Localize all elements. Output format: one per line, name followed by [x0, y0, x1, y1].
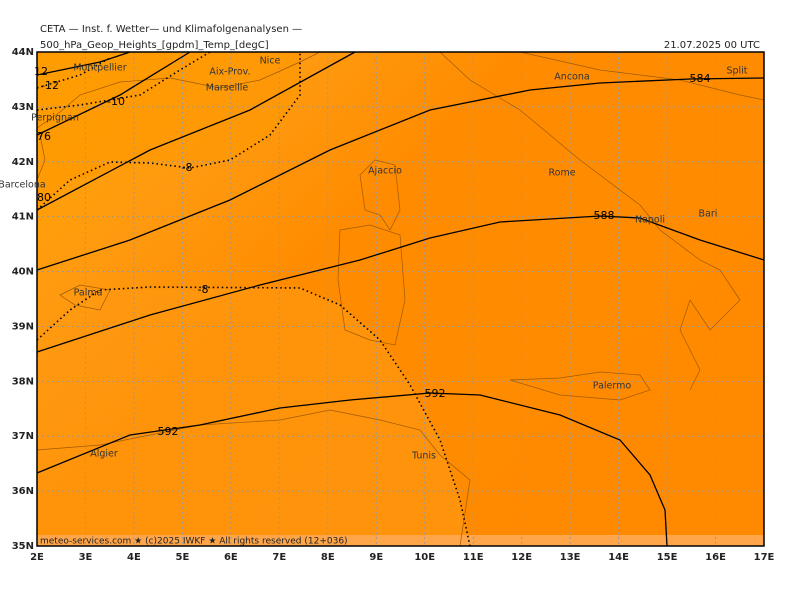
institute-title: CETA — Inst. f. Wetter— und Klimafolgena…: [40, 24, 302, 35]
lon-tick-label: 3E: [79, 552, 93, 563]
city-label: Palermo: [593, 381, 632, 392]
city-label: Algier: [90, 449, 118, 460]
lat-tick-label: 44N: [12, 47, 34, 58]
city-label: Bari: [699, 209, 718, 220]
lat-tick-label: 36N: [12, 486, 34, 497]
lat-tick-label: 37N: [12, 431, 34, 442]
lon-tick-label: 2E: [30, 552, 44, 563]
lat-tick-label: 38N: [12, 376, 34, 387]
city-label: Ajaccio: [368, 166, 402, 177]
datetime: 21.07.2025 00 UTC: [664, 40, 760, 51]
lat-tick-label: 42N: [12, 157, 34, 168]
contour-label: 12: [34, 65, 48, 78]
lon-tick-label: 9E: [369, 552, 383, 563]
city-label: Tunis: [411, 451, 436, 462]
city-label: Rome: [548, 168, 575, 179]
lon-tick-label: 12E: [511, 552, 532, 563]
footer: meteo-services.com ★ (c)2025 IWKF ★ All …: [40, 537, 348, 547]
lon-tick-label: 8E: [321, 552, 335, 563]
grid: [37, 52, 764, 546]
lat-tick-label: 39N: [12, 321, 34, 332]
lon-tick-label: 14E: [608, 552, 629, 563]
city-label: Montpellier: [73, 63, 126, 74]
isolines: [36, 51, 765, 547]
city-label: Split: [726, 66, 747, 77]
lat-tick-label: 43N: [12, 102, 34, 113]
city-label: Perpignan: [31, 113, 79, 124]
contour-label: 76: [37, 130, 51, 143]
contour-label: -12: [41, 79, 59, 92]
lon-tick-label: 5E: [176, 552, 190, 563]
city-label: Nice: [260, 56, 281, 67]
lon-tick-label: 15E: [657, 552, 678, 563]
contour-label: 592: [158, 425, 179, 438]
city-label: Aix-Prov.: [209, 67, 250, 78]
city-label: Ancona: [554, 72, 589, 83]
lat-tick-label: 35N: [12, 541, 34, 552]
contour-label: -10: [107, 95, 125, 108]
warm-area: [37, 288, 470, 546]
lat-tick-label: 41N: [12, 212, 34, 223]
product-title: 500_hPa_Geop_Heights_[gpdm]_Temp_[degC]: [40, 40, 269, 51]
map-frame: [36, 51, 765, 547]
contour-label: 584: [690, 72, 711, 85]
lat-tick-label: 40N: [12, 267, 34, 278]
city-label: Palma: [74, 288, 103, 299]
lon-tick-label: 4E: [127, 552, 141, 563]
contour-label: 588: [594, 209, 615, 222]
lon-tick-label: 7E: [272, 552, 286, 563]
footer-band: [37, 535, 764, 546]
contour-label: 592: [425, 387, 446, 400]
lon-tick-label: 6E: [224, 552, 238, 563]
lon-tick-label: 10E: [414, 552, 435, 563]
lon-tick-label: 17E: [754, 552, 775, 563]
city-label: Barcelona: [0, 180, 46, 191]
lon-tick-label: 13E: [560, 552, 581, 563]
city-label: Marseille: [206, 83, 249, 94]
city-label: Napoli: [635, 215, 665, 226]
lon-tick-label: 11E: [463, 552, 484, 563]
lon-tick-label: 16E: [705, 552, 726, 563]
warm-area: [37, 52, 300, 210]
contour-label: 80: [37, 191, 51, 204]
contour-label: -8: [198, 283, 209, 296]
contour-label: -8: [182, 161, 193, 174]
